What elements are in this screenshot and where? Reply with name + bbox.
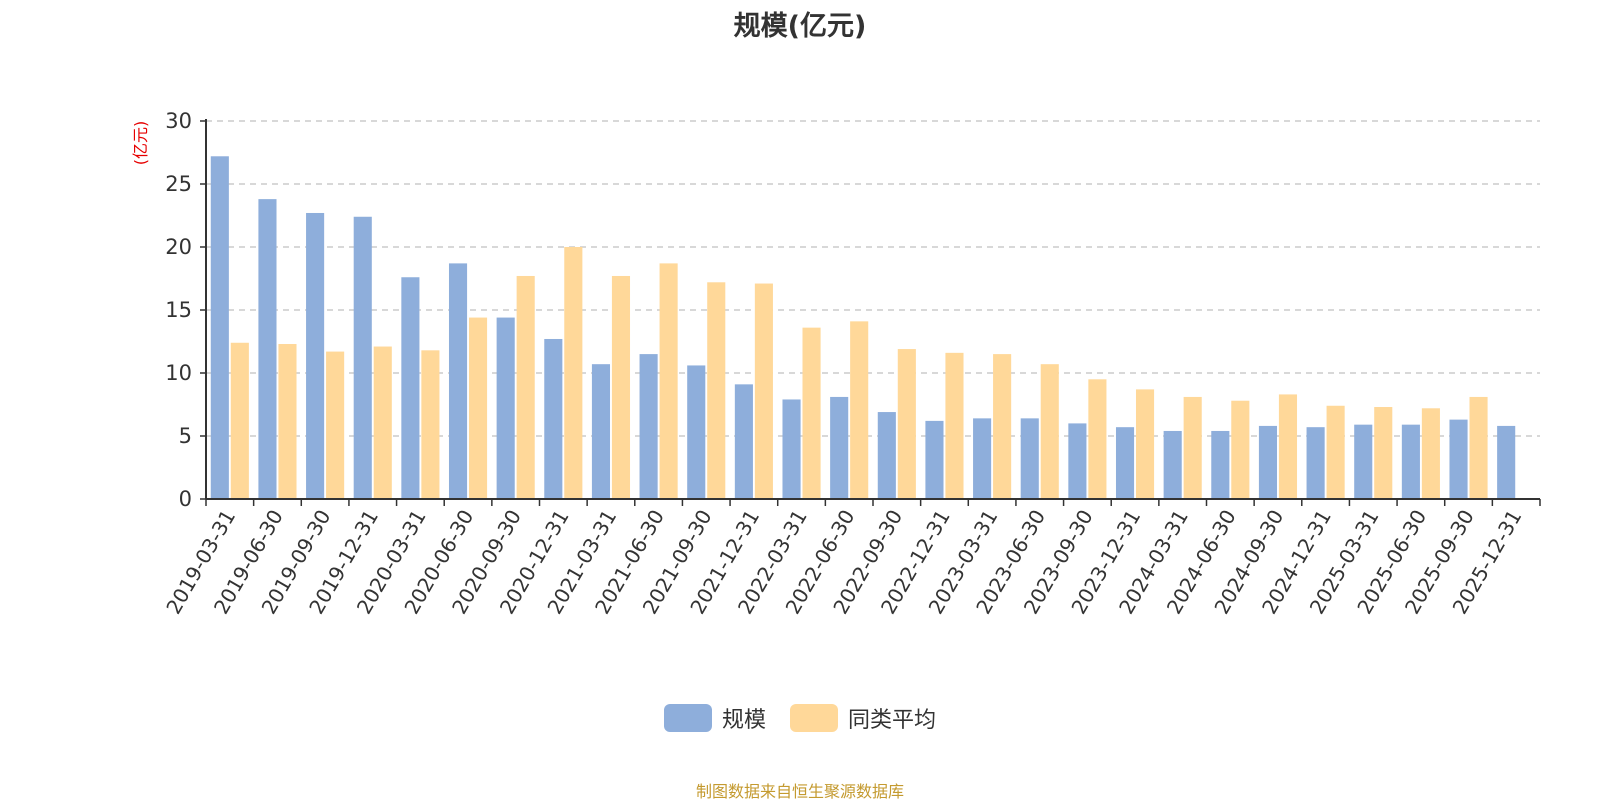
bar-peer-average (1183, 396, 1202, 499)
bar-peer-average (1421, 408, 1440, 499)
bar-scale (591, 364, 611, 499)
legend-label-peer-average: 同类平均 (848, 708, 937, 733)
bar-peer-average (850, 321, 869, 499)
y-tick-label: 20 (165, 235, 192, 259)
bar-scale (1211, 430, 1230, 499)
bar-scale (306, 212, 325, 500)
y-tick-label: 15 (165, 298, 192, 322)
bar-scale (687, 365, 706, 499)
y-axis-label: (亿元) (131, 121, 150, 166)
bar-peer-average (468, 317, 488, 499)
bar-peer-average (230, 342, 249, 499)
bar-scale (448, 263, 468, 499)
legend-swatch-scale (663, 704, 712, 732)
bar-scale (639, 354, 658, 499)
bar-peer-average (802, 327, 821, 499)
legend: 规模 同类平均 (0, 702, 1600, 734)
bar-peer-average (993, 354, 1012, 499)
bar-scale (1401, 424, 1420, 499)
bar-peer-average (1231, 400, 1250, 499)
y-tick-label: 30 (165, 109, 192, 133)
bar-scale (925, 420, 944, 499)
bar-scale (1115, 427, 1135, 499)
bar-scale (734, 384, 753, 499)
bar-scale (401, 277, 420, 499)
bar-peer-average (564, 247, 583, 499)
legend-swatch-peer-average (790, 704, 838, 732)
bar-scale (1020, 418, 1039, 499)
source-note: 制图数据来自恒生聚源数据库 (695, 782, 904, 801)
bar-peer-average (278, 344, 297, 499)
bar-peer-average (945, 352, 964, 499)
bars (210, 156, 1516, 500)
bar-peer-average (421, 350, 440, 499)
y-tick-label: 0 (179, 487, 192, 511)
bar-scale (496, 317, 515, 499)
bar-peer-average (1278, 394, 1298, 499)
bar-scale (782, 399, 801, 499)
bar-scale (1258, 425, 1278, 499)
bar-peer-average (897, 349, 916, 499)
bar-scale (1306, 427, 1325, 499)
bar-peer-average (1135, 389, 1155, 499)
bar-peer-average (707, 282, 726, 499)
bar-peer-average (611, 275, 631, 499)
legend-item-peer-average[interactable]: 同类平均 (790, 702, 936, 734)
bar-scale (1068, 423, 1087, 499)
bar-peer-average (516, 275, 535, 499)
bar-peer-average (1469, 396, 1488, 499)
bar-scale (1497, 425, 1516, 499)
bar-peer-average (1088, 379, 1107, 499)
bar-scale (1354, 424, 1373, 499)
bar-peer-average (659, 263, 678, 499)
bar-peer-average (1040, 364, 1059, 499)
bar-peer-average (1326, 405, 1345, 499)
bar-peer-average (1374, 407, 1393, 499)
bar-scale (1449, 419, 1468, 499)
y-tick-label: 10 (165, 361, 192, 385)
bar-scale (210, 156, 229, 499)
legend-label-scale: 规模 (721, 708, 766, 733)
y-tick-label: 5 (179, 424, 192, 448)
y-tick-label: 25 (165, 172, 192, 196)
bar-scale (830, 396, 849, 499)
legend-item-scale[interactable]: 规模 (663, 702, 766, 734)
bar-peer-average (326, 351, 345, 499)
bar-scale (258, 199, 277, 499)
bar-scale (973, 418, 992, 499)
bar-peer-average (754, 283, 773, 499)
bar-scale (544, 338, 563, 499)
bar-scale (353, 216, 372, 499)
bar-scale (1163, 430, 1182, 499)
chart-title: 规模(亿元) (733, 11, 867, 42)
bar-scale (877, 412, 896, 499)
bar-peer-average (373, 346, 392, 499)
